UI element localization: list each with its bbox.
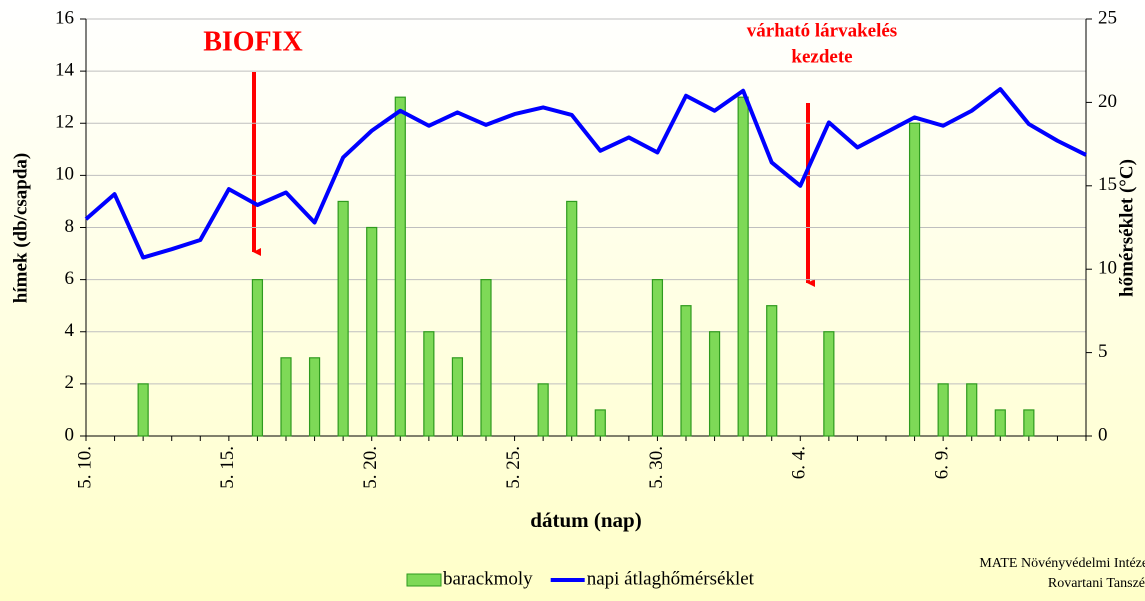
line — [84, 87, 1087, 260]
y-tick-label: 2 — [65, 372, 75, 393]
annotation: BIOFIX — [203, 26, 303, 57]
legend-swatch — [406, 573, 442, 587]
y-tick-label: 16 — [55, 7, 74, 28]
bar — [251, 279, 264, 437]
bar — [537, 383, 549, 437]
bar — [480, 279, 492, 437]
y2-tick-label: 0 — [1098, 424, 1108, 445]
bar — [394, 96, 406, 437]
bar — [680, 305, 692, 437]
credit: Rovartani Tanszék — [1048, 576, 1145, 591]
x-tick-label: 5. 20. — [360, 446, 381, 489]
bar — [908, 122, 921, 437]
y-tick-label: 8 — [65, 216, 75, 237]
y2-tick-label: 5 — [1098, 341, 1108, 362]
bar — [766, 305, 778, 437]
y-tick-label: 4 — [65, 320, 75, 341]
bar — [337, 200, 349, 437]
y2-tick-label: 15 — [1098, 174, 1117, 195]
bar — [366, 226, 378, 437]
bar — [594, 409, 606, 437]
x-tick-label: 6. 9. — [932, 446, 953, 479]
y-tick-label: 0 — [65, 424, 75, 445]
annotation: kezdete — [791, 46, 852, 67]
y-axis-title: hímek (db/csapda) — [10, 153, 31, 303]
y2-tick-label: 10 — [1098, 258, 1117, 279]
bar — [423, 331, 435, 437]
bar — [280, 357, 292, 437]
y2-tick-label: 25 — [1098, 7, 1117, 28]
x-tick-label: 5. 10. — [74, 446, 95, 489]
bar — [137, 383, 149, 437]
y-tick-label: 14 — [55, 59, 75, 80]
y-tick-label: 10 — [55, 164, 74, 185]
credit: MATE Növényvédelmi Intézet — [979, 556, 1145, 571]
bar — [1023, 409, 1035, 437]
x-tick-label: 5. 30. — [646, 446, 667, 489]
x-tick-label: 6. 4. — [789, 446, 810, 479]
legend-label: barackmoly — [443, 568, 533, 589]
x-tick-label: 5. 15. — [217, 446, 238, 489]
bar — [708, 331, 721, 437]
bar — [451, 357, 464, 437]
bar — [308, 357, 321, 437]
bar — [566, 200, 578, 437]
bar — [966, 383, 978, 437]
bar — [937, 383, 949, 437]
y2-tick-label: 20 — [1098, 91, 1117, 112]
bar — [823, 331, 835, 437]
bar — [651, 279, 664, 437]
x-axis-title: dátum (nap) — [530, 508, 641, 532]
y2-axis-title: hőmérséklet (°C) — [1116, 159, 1137, 297]
legend-label: napi átlaghőmérséklet — [587, 568, 755, 589]
bar — [994, 409, 1006, 437]
y-tick-label: 6 — [65, 268, 75, 289]
annotation: várható lárvakelés — [747, 20, 897, 41]
bar — [737, 96, 749, 437]
y-tick-label: 12 — [55, 112, 74, 133]
x-tick-label: 5. 25. — [503, 446, 524, 489]
